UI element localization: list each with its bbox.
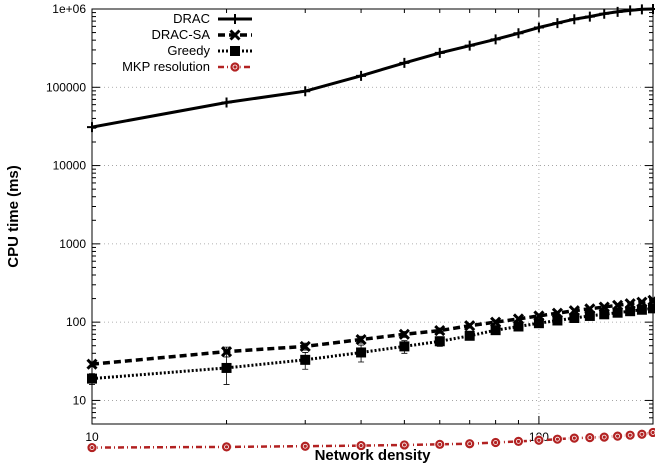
data-point [533,318,544,329]
data-point [647,294,655,306]
data-point [464,330,475,341]
legend-marker [229,61,241,73]
legend-label: Greedy [167,43,210,58]
data-point [490,34,501,45]
data-point [584,11,595,22]
data-point [636,428,648,440]
data-point [355,440,367,451]
series-drac [87,4,655,133]
data-point [434,325,446,337]
data-point [464,438,476,450]
data-point [299,340,311,352]
data-point [599,309,610,320]
y-tick-label: 10 [73,393,87,407]
data-point [87,122,97,133]
data-point [552,315,563,326]
data-point [220,346,233,358]
data-point [612,6,623,17]
legend-marker [230,46,240,56]
data-point [490,437,502,448]
data-point [513,28,524,39]
data-point [625,5,636,16]
legend-label: MKP resolution [122,59,210,74]
legend-marker [230,14,240,24]
data-point [221,441,232,453]
data-point [568,432,580,444]
data-point [86,358,98,370]
data-point [624,429,636,441]
data-point [513,435,524,447]
data-point [648,303,655,314]
legend-item: Greedy [167,43,252,58]
series-line [91,306,654,381]
data-point [355,333,367,346]
legend-label: DRAC [173,11,210,26]
data-point [86,442,98,453]
data-point [434,438,446,450]
y-tick-label: 10000 [53,159,87,173]
data-point [612,307,623,318]
data-point [490,325,501,336]
data-point [464,40,475,51]
data-point [612,430,624,442]
y-axis-title: CPU time (ms) [5,165,22,268]
data-point [584,432,596,444]
y-tick-label: 1000 [59,237,86,251]
data-point [399,341,410,352]
data-point [399,57,410,68]
series-line [91,298,654,366]
data-point [569,312,580,323]
data-point [300,354,311,365]
legend-item: DRAC-SA [151,27,252,42]
data-point [636,4,647,15]
data-point [464,320,476,332]
data-point [647,427,655,438]
data-point [599,8,610,19]
data-point [300,86,311,97]
series-greedy [87,303,655,385]
data-point [356,347,367,358]
data-point [434,47,445,58]
data-point [552,433,563,445]
data-point [569,14,580,25]
data-point [299,440,311,452]
plot-frame [91,8,654,425]
data-point [636,304,647,315]
data-point [598,431,610,443]
series-line [91,431,654,449]
data-point [221,97,232,108]
data-point [398,439,410,451]
data-point [356,70,367,81]
data-point [648,4,655,14]
x-tick-label: 10 [85,430,99,444]
y-tick-label: 1e+06 [52,2,86,16]
data-point [533,22,544,33]
series-drac-sa [86,294,655,370]
legend-item: DRAC [173,11,252,26]
legend-item: MKP resolution [122,59,252,74]
data-point [584,310,595,321]
legend-marker [229,29,241,41]
series-layer [86,4,655,453]
data-point [513,321,524,332]
y-tick-label: 100 [66,315,86,329]
data-point [625,306,636,317]
series-mkp-resolution [86,427,655,453]
data-point [398,328,410,340]
legend-label: DRAC-SA [151,27,210,42]
data-point [490,316,502,328]
y-tick-label: 100000 [46,80,86,94]
data-point [87,373,97,384]
data-point [533,434,545,446]
data-point [552,18,563,29]
data-point [434,336,445,347]
x-axis-title: Network density [315,447,432,464]
data-point [221,362,232,373]
